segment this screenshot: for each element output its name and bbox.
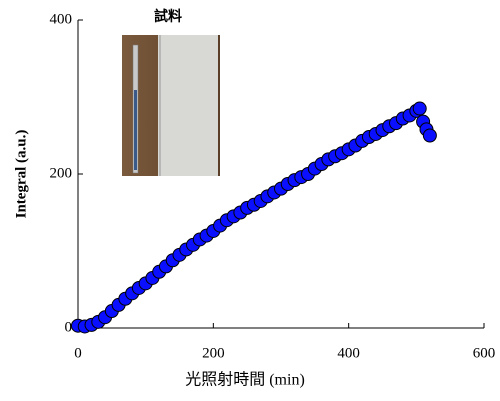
y-tick-label: 200	[50, 165, 73, 181]
x-tick-label: 600	[473, 345, 496, 361]
y-tick-label: 0	[65, 319, 73, 335]
inset-photo	[122, 35, 220, 176]
x-tick-label: 400	[337, 345, 360, 361]
x-tick-label: 0	[74, 345, 82, 361]
y-axis-title: Integral (a.u.)	[13, 130, 29, 219]
point	[412, 101, 427, 116]
inset-label: 試料	[154, 8, 182, 25]
point	[422, 128, 437, 143]
y-tick-label: 400	[50, 11, 73, 27]
x-tick-label: 200	[202, 345, 225, 361]
x-axis-title: 光照射時間 (min)	[185, 371, 305, 389]
